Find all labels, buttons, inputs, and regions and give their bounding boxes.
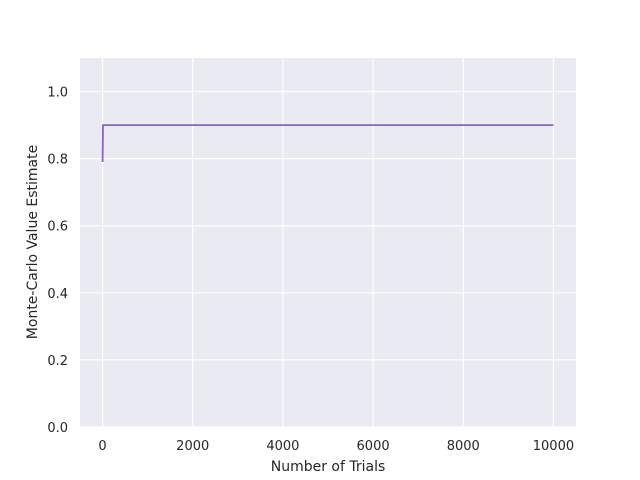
- x-tick-label: 8000: [447, 439, 480, 454]
- y-tick-label: 0.0: [47, 421, 68, 436]
- line-series: [101, 124, 554, 163]
- y-tick-label: 1.0: [47, 86, 68, 101]
- x-axis-label: Number of Trials: [271, 459, 386, 475]
- plot-area: [80, 58, 576, 427]
- y-tick-label: 0.2: [47, 354, 68, 369]
- y-tick-label: 0.8: [47, 153, 68, 168]
- y-axis-label: Monte-Carlo Value Estimate: [25, 145, 41, 339]
- x-tick-label: 2000: [176, 439, 209, 454]
- x-tick-label: 0: [98, 439, 106, 454]
- x-tick-label: 4000: [266, 439, 299, 454]
- y-tick-label: 0.4: [47, 287, 68, 302]
- x-tick-label: 10000: [533, 439, 574, 454]
- y-tick-label: 0.6: [47, 220, 68, 235]
- x-tick-label: 6000: [357, 439, 390, 454]
